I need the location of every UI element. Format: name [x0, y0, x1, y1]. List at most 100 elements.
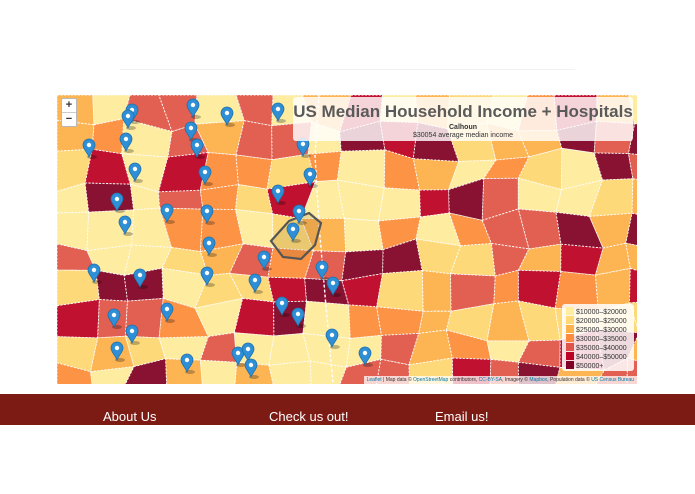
- county-region[interactable]: [481, 177, 519, 221]
- county-region[interactable]: [92, 95, 131, 126]
- hospital-marker-icon[interactable]: [160, 203, 175, 224]
- census-link[interactable]: US Census Bureau: [591, 377, 634, 383]
- hospital-marker-icon[interactable]: [248, 273, 263, 294]
- hospital-marker-icon[interactable]: [125, 324, 140, 345]
- leaflet-link[interactable]: Leaflet: [366, 377, 382, 383]
- county-region[interactable]: [57, 362, 94, 384]
- county-region[interactable]: [625, 212, 637, 252]
- county-region[interactable]: [95, 269, 128, 302]
- county-region[interactable]: [123, 244, 173, 276]
- zoom-in-button[interactable]: +: [65, 99, 73, 111]
- county-region[interactable]: [421, 269, 452, 312]
- county-region[interactable]: [517, 269, 562, 309]
- hospital-marker-icon[interactable]: [87, 263, 102, 284]
- county-region[interactable]: [194, 95, 245, 125]
- hospital-marker-icon[interactable]: [200, 266, 215, 287]
- county-region[interactable]: [376, 306, 424, 336]
- county-region[interactable]: [57, 298, 100, 339]
- hospital-marker-icon[interactable]: [358, 346, 373, 367]
- county-region[interactable]: [447, 159, 497, 191]
- hospital-marker-icon[interactable]: [200, 204, 215, 225]
- county-region[interactable]: [121, 358, 168, 384]
- county-region[interactable]: [129, 183, 161, 211]
- map-canvas[interactable]: [57, 95, 637, 384]
- county-region[interactable]: [517, 300, 561, 342]
- hospital-marker-icon[interactable]: [220, 106, 235, 127]
- county-region[interactable]: [343, 217, 384, 253]
- hospital-marker-icon[interactable]: [110, 192, 125, 213]
- county-region[interactable]: [631, 178, 637, 221]
- hospital-marker-icon[interactable]: [202, 236, 217, 257]
- income-map[interactable]: + − US Median Household Income + Hospita…: [57, 95, 637, 384]
- hospital-marker-icon[interactable]: [271, 102, 286, 123]
- county-region[interactable]: [84, 182, 135, 213]
- hospital-marker-icon[interactable]: [325, 328, 340, 349]
- hospital-markers[interactable]: [82, 98, 373, 379]
- county-region[interactable]: [348, 304, 382, 339]
- county-region[interactable]: [588, 178, 634, 217]
- county-region[interactable]: [90, 366, 135, 384]
- hospital-marker-icon[interactable]: [186, 98, 201, 119]
- county-region[interactable]: [377, 187, 421, 222]
- county-region[interactable]: [199, 359, 238, 384]
- county-region[interactable]: [89, 335, 135, 373]
- county-region[interactable]: [194, 297, 244, 338]
- check-us-out-link[interactable]: Check us out!: [269, 409, 349, 424]
- county-region[interactable]: [300, 217, 347, 253]
- county-region[interactable]: [307, 150, 342, 183]
- hospital-marker-icon[interactable]: [286, 222, 301, 243]
- county-region[interactable]: [517, 339, 561, 368]
- county-region[interactable]: [594, 242, 631, 276]
- county-region[interactable]: [486, 340, 530, 363]
- hospital-marker-icon[interactable]: [190, 138, 205, 159]
- county-region[interactable]: [233, 297, 275, 337]
- county-region[interactable]: [486, 300, 530, 342]
- county-region[interactable]: [481, 208, 530, 250]
- county-region[interactable]: [157, 152, 209, 193]
- county-region[interactable]: [57, 182, 90, 214]
- county-region[interactable]: [336, 179, 385, 222]
- osm-link[interactable]: OpenStreetMap: [413, 377, 449, 383]
- county-region[interactable]: [57, 148, 93, 192]
- county-region[interactable]: [267, 247, 315, 279]
- county-region[interactable]: [234, 361, 275, 384]
- county-region[interactable]: [419, 189, 450, 218]
- hospital-marker-icon[interactable]: [119, 132, 134, 153]
- hospital-marker-icon[interactable]: [118, 215, 133, 236]
- county-region[interactable]: [267, 276, 308, 303]
- hospital-marker-icon[interactable]: [303, 167, 318, 188]
- hospital-marker-icon[interactable]: [291, 307, 306, 328]
- hospital-marker-icon[interactable]: [271, 184, 286, 205]
- zoom-out-button[interactable]: −: [62, 112, 76, 126]
- hospital-marker-icon[interactable]: [315, 260, 330, 281]
- county-region[interactable]: [588, 212, 633, 249]
- mapbox-link[interactable]: Mapbox: [529, 377, 548, 383]
- hospital-marker-icon[interactable]: [110, 341, 125, 362]
- hospital-marker-icon[interactable]: [326, 276, 341, 297]
- hospital-marker-icon[interactable]: [257, 250, 272, 271]
- county-region[interactable]: [625, 242, 637, 278]
- county-region[interactable]: [490, 242, 530, 277]
- hospital-marker-icon[interactable]: [180, 353, 195, 374]
- hospital-marker-icon[interactable]: [121, 109, 136, 130]
- county-region[interactable]: [448, 212, 493, 247]
- county-region[interactable]: [628, 267, 637, 304]
- county-region[interactable]: [235, 120, 273, 161]
- county-region[interactable]: [91, 118, 125, 155]
- county-region[interactable]: [235, 154, 273, 190]
- hospital-marker-icon[interactable]: [160, 302, 175, 323]
- county-region[interactable]: [627, 152, 637, 185]
- hospital-marker-icon[interactable]: [198, 165, 213, 186]
- about-us-link[interactable]: About Us: [103, 409, 157, 424]
- hospital-marker-icon[interactable]: [231, 346, 246, 367]
- email-us-link[interactable]: Email us!: [435, 409, 489, 424]
- hospital-marker-icon[interactable]: [82, 138, 97, 159]
- hospital-marker-icon[interactable]: [107, 308, 122, 329]
- county-region[interactable]: [376, 270, 424, 312]
- county-region[interactable]: [199, 332, 238, 363]
- county-region[interactable]: [383, 149, 421, 191]
- hospital-marker-icon[interactable]: [292, 204, 307, 225]
- county-region[interactable]: [268, 360, 312, 384]
- hospital-marker-icon[interactable]: [133, 268, 148, 289]
- county-region[interactable]: [57, 243, 97, 271]
